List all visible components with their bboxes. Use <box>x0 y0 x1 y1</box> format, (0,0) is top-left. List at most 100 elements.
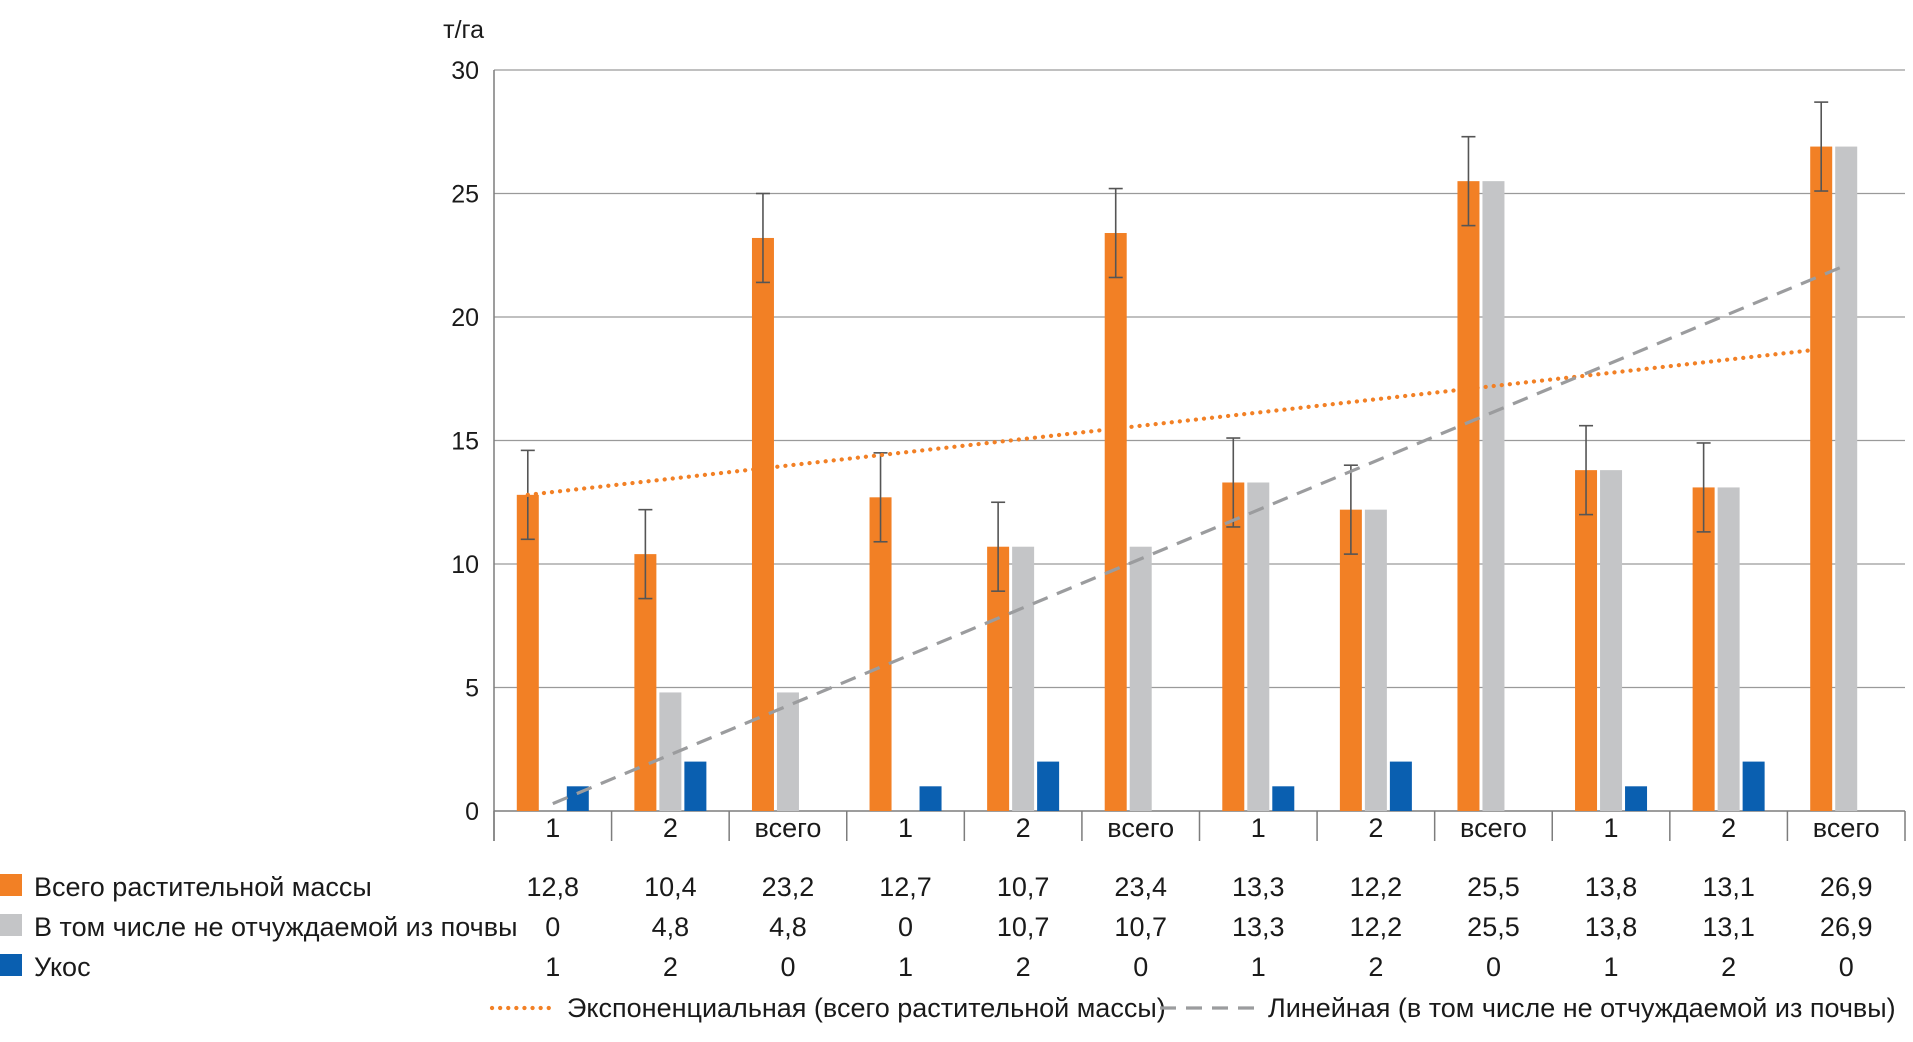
category-label-9: всего <box>1460 813 1527 843</box>
table-cell: 25,5 <box>1467 912 1520 942</box>
y-axis: т/га 0 5 10 15 20 25 30 <box>443 16 484 826</box>
bar-series2-7 <box>1247 482 1270 811</box>
bar-series1-5 <box>987 546 1010 811</box>
table-cell: 13,1 <box>1702 912 1755 942</box>
y-tick-label-5: 5 <box>465 675 479 703</box>
table-cell: 12,2 <box>1350 872 1403 902</box>
trendlines <box>525 263 1847 806</box>
bar-series1-6 <box>1104 233 1127 811</box>
table-cell: 2 <box>1016 952 1031 982</box>
bar-series1-4 <box>869 497 892 811</box>
table-cell: 10,7 <box>997 872 1050 902</box>
category-label-11: 2 <box>1721 813 1736 843</box>
axes <box>493 70 1906 841</box>
table-cell: 1 <box>545 952 560 982</box>
trendline-exponential <box>525 347 1824 497</box>
category-label-5: 2 <box>1016 813 1031 843</box>
y-tick-label-10: 10 <box>451 551 479 579</box>
bar-series2-10 <box>1600 470 1623 811</box>
table-cell: 0 <box>1839 952 1854 982</box>
y-tick-label-30: 30 <box>451 57 479 85</box>
table-cell: 10,7 <box>1114 912 1167 942</box>
y-tick-label-20: 20 <box>451 304 479 332</box>
table-cell: 0 <box>1133 952 1148 982</box>
bar-series3-4 <box>919 786 942 811</box>
bar-series1-10 <box>1575 470 1598 811</box>
legend-label-exponential: Экспоненциальная (всего растительной мас… <box>567 993 1166 1023</box>
table-cell: 4,8 <box>652 912 690 942</box>
table-cell: 2 <box>1721 952 1736 982</box>
table-cell: 10,7 <box>997 912 1050 942</box>
table-cell: 10,4 <box>644 872 697 902</box>
category-label-10: 1 <box>1604 813 1619 843</box>
error-bars <box>520 101 1829 600</box>
bar-series3-7 <box>1272 786 1295 811</box>
y-tick-label-0: 0 <box>465 798 479 826</box>
bar-series2-8 <box>1364 509 1387 811</box>
table-cell: 4,8 <box>769 912 807 942</box>
table-cell: 26,9 <box>1820 912 1873 942</box>
bar-series2-3 <box>776 692 799 811</box>
bar-series1-1 <box>516 494 539 811</box>
data-table: Всего растительной массы 12,8 10,4 23,2 12,7… <box>0 872 1872 982</box>
bar-series1-7 <box>1222 482 1245 811</box>
category-label-7: 1 <box>1251 813 1266 843</box>
bar-series1-8 <box>1339 509 1362 811</box>
bar-series3-5 <box>1037 761 1060 811</box>
bar-series3-8 <box>1389 761 1412 811</box>
table-cell: 13,3 <box>1232 872 1285 902</box>
gridlines <box>494 69 1905 689</box>
y-tick-label-15: 15 <box>451 428 479 456</box>
category-label-2: 2 <box>663 813 678 843</box>
table-cell: 12,8 <box>527 872 580 902</box>
table-cell: 0 <box>545 912 560 942</box>
bar-series2-9 <box>1482 181 1505 811</box>
table-cell: 1 <box>898 952 913 982</box>
table-cell: 13,3 <box>1232 912 1285 942</box>
table-cell: 0 <box>1486 952 1501 982</box>
bar-series3-10 <box>1625 786 1648 811</box>
legend: Экспоненциальная (всего растительной мас… <box>489 993 1896 1023</box>
bar-series1-2 <box>634 554 657 811</box>
table-cell: 1 <box>1251 952 1266 982</box>
table-cell: 12,2 <box>1350 912 1403 942</box>
y-axis-label: т/га <box>443 16 484 44</box>
bar-series3-11 <box>1742 761 1765 811</box>
bar-series2-5 <box>1012 546 1035 811</box>
row-label-series3: Укос <box>34 952 91 982</box>
x-axis-labels: 1 2 всего 1 2 всего 1 2 всего 1 2 всего <box>545 813 1879 843</box>
table-cell: 23,2 <box>762 872 815 902</box>
y-tick-label-25: 25 <box>451 181 479 209</box>
table-cell: 2 <box>663 952 678 982</box>
row-label-series1: Всего растительной массы <box>34 872 372 902</box>
bar-series1-3 <box>751 237 774 811</box>
table-cell: 25,5 <box>1467 872 1520 902</box>
category-label-3: всего <box>755 813 822 843</box>
table-cell: 13,8 <box>1585 872 1638 902</box>
category-label-12: всего <box>1813 813 1880 843</box>
bar-series3-2 <box>684 761 707 811</box>
trendline-linear <box>552 263 1847 806</box>
bar-series1-9 <box>1457 181 1480 811</box>
legend-label-linear: Линейная (в том числе не отчуждаемой из … <box>1268 993 1896 1023</box>
row-label-series2: В том числе не отчуждаемой из почвы <box>34 912 518 942</box>
category-label-8: 2 <box>1368 813 1383 843</box>
table-cell: 13,1 <box>1702 872 1755 902</box>
legend-key-series2 <box>0 914 22 936</box>
bar-series1-12 <box>1810 146 1833 811</box>
table-cell: 13,8 <box>1585 912 1638 942</box>
category-label-4: 1 <box>898 813 913 843</box>
legend-key-series3 <box>0 954 22 976</box>
table-cell: 23,4 <box>1114 872 1167 902</box>
table-cell: 0 <box>898 912 913 942</box>
bars <box>516 146 1858 811</box>
category-label-6: всего <box>1107 813 1174 843</box>
table-cell: 12,7 <box>879 872 932 902</box>
bar-series2-6 <box>1129 546 1152 811</box>
table-cell: 2 <box>1368 952 1383 982</box>
table-cell: 0 <box>780 952 795 982</box>
bar-series1-11 <box>1692 487 1715 811</box>
table-cell: 26,9 <box>1820 872 1873 902</box>
bar-series2-12 <box>1835 146 1858 811</box>
